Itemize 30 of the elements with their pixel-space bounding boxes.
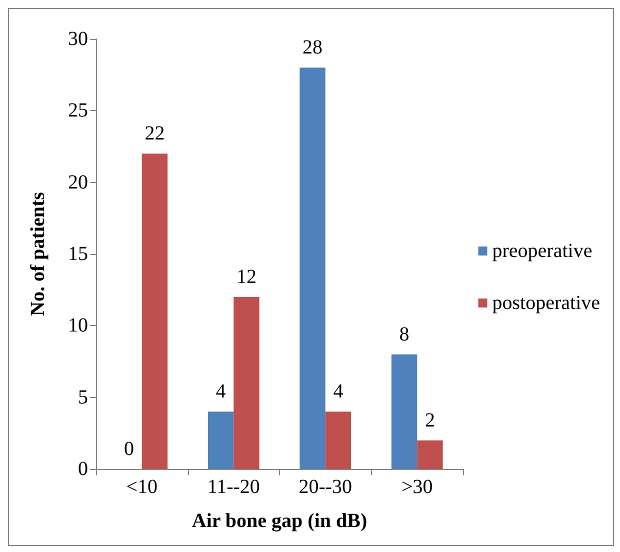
x-axis-title: Air bone gap (in dB): [192, 510, 368, 532]
y-axis-title: No. of patients: [27, 192, 49, 316]
y-tick-label: 30: [68, 28, 88, 50]
y-tick-label: 15: [68, 243, 88, 265]
data-label: 28: [302, 36, 323, 59]
data-label: 4: [216, 380, 226, 403]
bar: [325, 412, 352, 469]
bar: [300, 68, 326, 469]
data-label: 12: [236, 266, 256, 288]
bar: [234, 297, 260, 469]
bar: [208, 412, 234, 469]
data-label: 4: [333, 380, 344, 403]
y-tick-label: 0: [78, 458, 88, 480]
bar: [391, 354, 418, 469]
x-tick-label: 11--20: [207, 476, 260, 498]
y-tick-label: 20: [68, 171, 88, 194]
legend-label: postoperative: [492, 292, 600, 314]
y-tick-label: 10: [68, 314, 88, 337]
data-label: 8: [399, 323, 410, 346]
data-label: 2: [424, 409, 435, 432]
bar: [417, 440, 443, 469]
legend-label: preoperative: [492, 240, 592, 262]
x-tick-label: >30: [401, 476, 433, 498]
x-tick-label: <10: [126, 476, 158, 498]
data-label: 22: [144, 122, 165, 145]
x-tick-label: 20--30: [298, 476, 352, 498]
bar: [142, 154, 168, 469]
data-label: 0: [124, 438, 134, 460]
y-tick-label: 5: [78, 386, 88, 408]
y-tick-label: 25: [68, 100, 88, 122]
